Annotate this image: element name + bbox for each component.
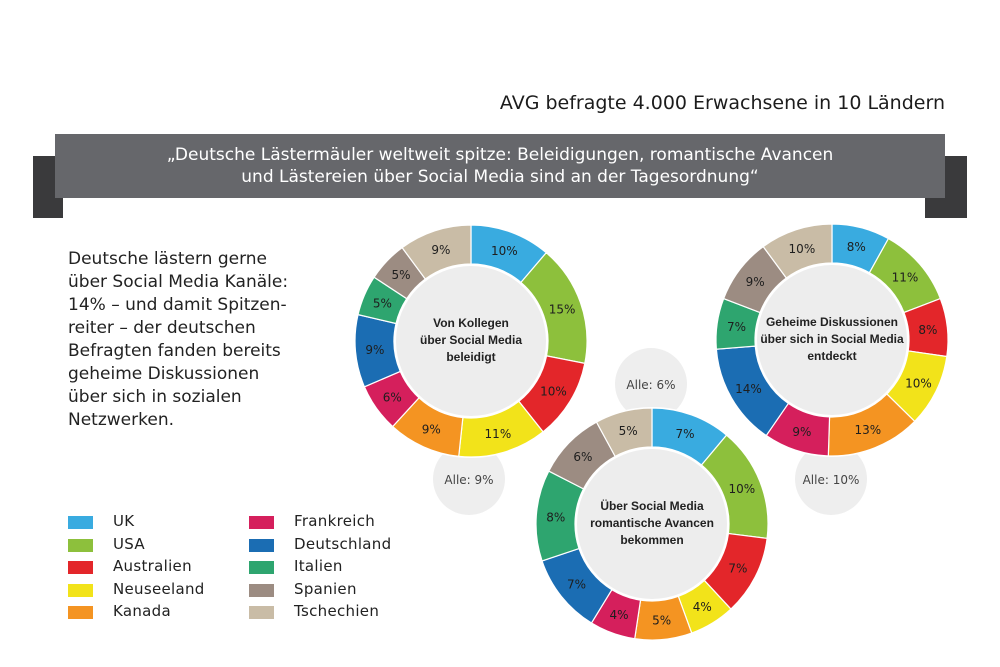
segment-label: 4% — [609, 608, 628, 622]
quote-line-2: und Lästereien über Social Media sind an… — [241, 167, 759, 187]
legend-swatch — [68, 606, 93, 619]
quote-line-1: „Deutsche Lästermäuler weltweit spitze: … — [166, 145, 834, 165]
legend-label: Australien — [113, 557, 192, 575]
legend-label: Spanien — [294, 579, 357, 598]
donut-center — [757, 265, 907, 415]
intro-line: geheime Diskussionen — [68, 364, 260, 384]
segment-label: 5% — [391, 268, 410, 282]
intro-line: reiter – der deutschen — [68, 318, 256, 338]
intro-line: Netzwerken. — [68, 410, 174, 430]
legend-label: UK — [113, 512, 135, 530]
segment-label: 9% — [431, 243, 450, 257]
segment-label: 9% — [792, 425, 811, 439]
legend-label: Neuseeland — [113, 579, 205, 598]
segment-label: 8% — [918, 323, 937, 337]
overall-label: Alle: 9% — [444, 473, 493, 487]
chart-title-line: beleidigt — [446, 350, 495, 364]
legend-swatch — [249, 606, 274, 619]
segment-label: 8% — [546, 510, 565, 524]
segment-label: 5% — [652, 614, 671, 628]
segment-label: 6% — [383, 390, 402, 404]
intro-line: Befragten fanden bereits — [68, 341, 281, 361]
segment-label: 7% — [728, 562, 747, 576]
chart-title-line: Geheime Diskussionen — [766, 315, 898, 329]
quote-banner: „Deutsche Lästermäuler weltweit spitze: … — [55, 134, 945, 198]
segment-label: 7% — [567, 578, 586, 592]
intro-line: über Social Media Kanäle: — [68, 272, 289, 292]
segment-label: 10% — [728, 482, 755, 496]
donut-chart: Alle: 10% 8% 11% 8% 10% 13% 9% 14% 7% 9% 10% Geheim… — [715, 223, 949, 515]
legend-label: Frankreich — [294, 512, 376, 530]
legend-label: Italien — [294, 557, 343, 575]
donut-segment-tschechien — [595, 407, 653, 458]
donut-chart: Alle: 9% 10% 15% 10% 11% 9% 6% 9% 5% 5% 9% Von Koll… — [354, 224, 588, 515]
segment-label: 6% — [573, 450, 592, 464]
segment-label: 15% — [549, 303, 576, 317]
legend-label: Deutschland — [294, 534, 392, 553]
intro-line: über sich in sozialen — [68, 387, 242, 407]
segment-label: 10% — [905, 376, 932, 390]
segment-label: 8% — [847, 240, 866, 254]
legend-swatch — [249, 561, 274, 574]
legend-label: Kanada — [113, 602, 171, 620]
segment-label: 10% — [491, 244, 518, 258]
chart-title-line: über Social Media — [420, 333, 522, 347]
chart-title-line: entdeckt — [807, 349, 856, 363]
segment-label: 11% — [485, 427, 512, 441]
legend-label: Tschechien — [294, 602, 380, 620]
legend-swatch — [68, 561, 93, 574]
chart-title-line: Von Kollegen — [433, 316, 509, 330]
chart-title-line: bekommen — [620, 533, 683, 547]
overall-label: Alle: 10% — [803, 473, 860, 487]
legend-swatch — [249, 516, 274, 529]
segment-label: 7% — [675, 427, 694, 441]
segment-label: 5% — [373, 296, 392, 310]
overall-bubble — [615, 348, 687, 420]
segment-label: 4% — [693, 600, 712, 614]
legend-swatch — [68, 583, 93, 597]
legend-swatch — [68, 538, 93, 552]
segment-label: 9% — [422, 422, 441, 436]
segment-label: 14% — [735, 382, 762, 396]
chart-title-line: Über Social Media — [600, 498, 704, 513]
chart-title-line: über sich in Social Media — [760, 332, 904, 346]
legend-label: USA — [113, 534, 145, 553]
segment-label: 9% — [365, 343, 384, 357]
segment-label: 10% — [789, 242, 816, 256]
donut-segment-tschechien — [401, 224, 472, 280]
source-note: AVG befragte 4.000 Erwachsene in 10 Länd… — [499, 92, 945, 114]
segment-label: 10% — [540, 385, 567, 399]
overall-bubble — [433, 443, 505, 515]
chart-title-line: romantische Avancen — [590, 516, 714, 530]
overall-label: Alle: 6% — [626, 378, 675, 392]
legend-swatch — [249, 538, 274, 552]
segment-label: 13% — [855, 423, 882, 437]
legend-swatch — [68, 516, 93, 529]
intro-line: Deutsche lästern gerne — [68, 249, 267, 269]
donut-segment-tschechien — [762, 223, 833, 279]
intro-line: 14% – und damit Spitzen- — [68, 295, 287, 315]
intro-text: Deutsche lästern gerne über Social Media… — [68, 248, 330, 432]
segment-label: 7% — [727, 320, 746, 334]
segment-label: 5% — [619, 424, 638, 438]
legend-swatch — [249, 583, 274, 597]
overall-bubble — [795, 443, 867, 515]
segment-label: 9% — [746, 275, 765, 289]
donut-chart: Alle: 6% 7% 10% 7% 4% 5% 4% 7% 8% 6% 5% Über Social… — [535, 348, 769, 641]
segment-label: 11% — [892, 270, 919, 284]
donut-center — [577, 449, 727, 599]
donut-center — [396, 266, 546, 416]
